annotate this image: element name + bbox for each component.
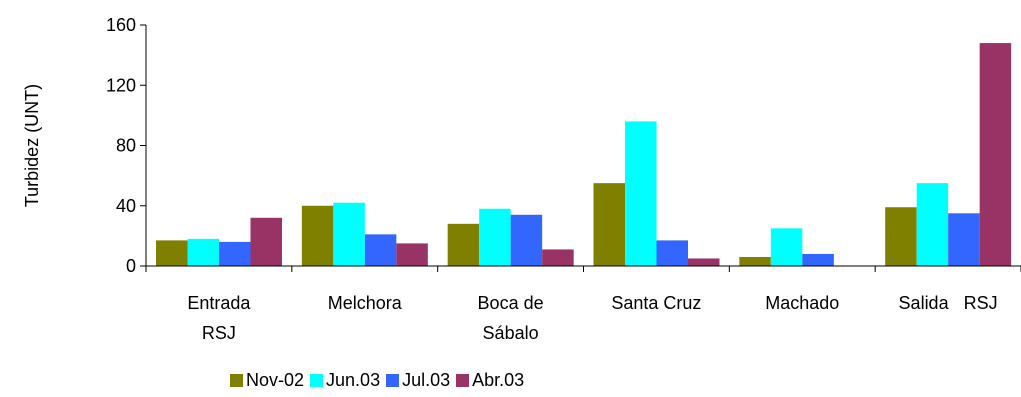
bar-Nov-02-1 bbox=[301, 205, 334, 266]
x-category-label: Sábalo bbox=[483, 323, 539, 343]
legend-item: Abr.03 bbox=[456, 370, 524, 391]
bar-Abr.03-5 bbox=[979, 43, 1012, 267]
legend-label: Jun.03 bbox=[326, 369, 381, 390]
y-axis-label: Turbidez (UNT) bbox=[22, 84, 42, 207]
x-category-label: RSJ bbox=[202, 323, 236, 343]
bar-Jun.03-2 bbox=[479, 208, 511, 266]
legend-label: Jul.03 bbox=[402, 369, 451, 390]
legend-label: Nov-02 bbox=[246, 369, 305, 390]
x-category-label: Boca de bbox=[478, 293, 544, 313]
legend: Nov-02 Jun.03 Jul.03 Abr.03 bbox=[230, 368, 524, 392]
bar-Jul.03-5 bbox=[948, 213, 980, 266]
bar-Nov-02-2 bbox=[447, 223, 480, 266]
y-tick-label: 160 bbox=[106, 15, 136, 35]
y-tick-label: 120 bbox=[106, 75, 136, 95]
bar-Abr.03-1 bbox=[396, 243, 428, 266]
bar-Jul.03-4 bbox=[802, 253, 834, 266]
x-category-label: Machado bbox=[765, 293, 839, 313]
x-category-label: Santa Cruz bbox=[611, 293, 701, 313]
bar-Jun.03-3 bbox=[625, 121, 657, 267]
bar-Nov-02-4 bbox=[739, 256, 771, 266]
y-tick-label: 80 bbox=[116, 136, 136, 156]
y-tick-label: 0 bbox=[126, 256, 136, 276]
legend-swatch bbox=[230, 373, 243, 387]
x-category-label: Melchora bbox=[328, 293, 403, 313]
legend-item: Nov-02 bbox=[230, 370, 304, 391]
bar-Jun.03-0 bbox=[187, 238, 219, 266]
bar-Abr.03-0 bbox=[250, 217, 282, 266]
legend-item: Jun.03 bbox=[310, 370, 380, 391]
bar-Jul.03-3 bbox=[656, 240, 688, 266]
bar-Jun.03-5 bbox=[916, 183, 949, 266]
bar-Jun.03-4 bbox=[770, 228, 803, 266]
legend-item: Jul.03 bbox=[386, 370, 450, 391]
legend-swatch bbox=[456, 373, 470, 387]
bar-Abr.03-2 bbox=[542, 249, 574, 266]
bar-Abr.03-3 bbox=[688, 258, 720, 266]
bar-Nov-02-5 bbox=[885, 207, 917, 266]
x-category-label: Salida RSJ bbox=[899, 293, 998, 313]
bar-Jul.03-2 bbox=[510, 214, 543, 266]
legend-label: Abr.03 bbox=[472, 369, 525, 390]
y-tick-label: 40 bbox=[116, 196, 136, 216]
legend-swatch bbox=[310, 373, 324, 387]
legend-swatch bbox=[386, 373, 400, 387]
x-category-label: Entrada bbox=[187, 293, 251, 313]
bar-Jun.03-1 bbox=[333, 202, 365, 266]
bar-Nov-02-0 bbox=[156, 240, 188, 266]
bar-Nov-02-3 bbox=[593, 183, 625, 266]
bar-Jul.03-0 bbox=[219, 241, 251, 266]
bar-Jul.03-1 bbox=[364, 234, 397, 266]
